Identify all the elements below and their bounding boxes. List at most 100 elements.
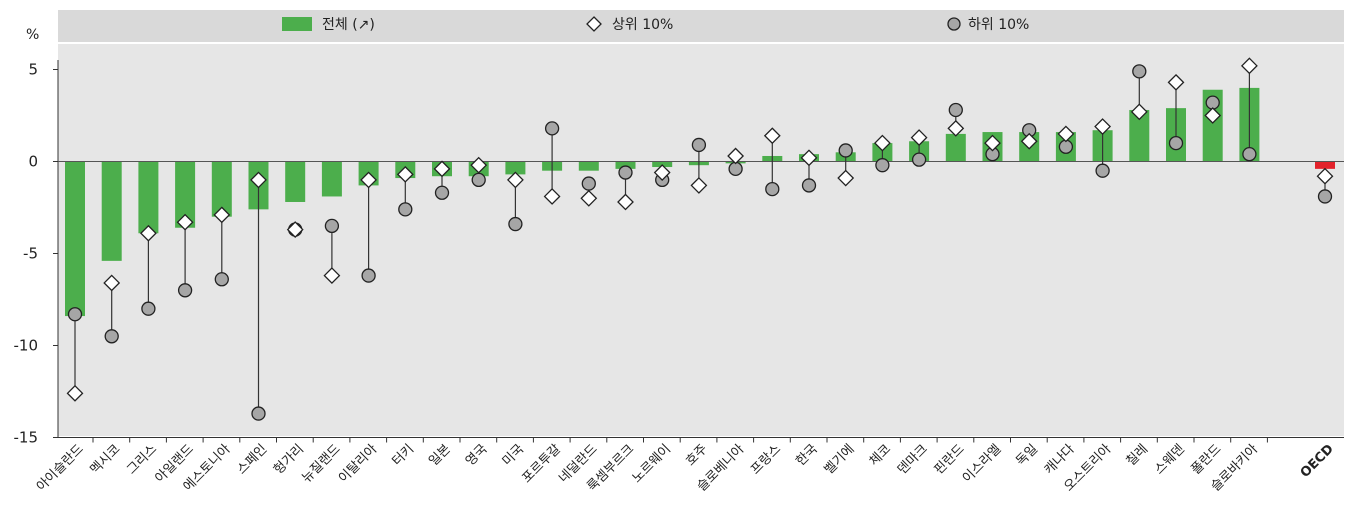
x-tick-label: 이스라엘 [960, 442, 1004, 486]
marker-top10 [250, 171, 267, 189]
marker-bottom10 [508, 216, 523, 232]
bar [578, 161, 599, 171]
marker-top10 [1020, 132, 1038, 150]
legend-swatch-bar [282, 17, 312, 31]
marker-bottom10 [361, 268, 376, 283]
marker-top10 [690, 177, 708, 194]
marker-top10 [617, 193, 634, 211]
x-tick-label: 칠레 [1124, 442, 1152, 470]
marker-top10 [837, 169, 855, 187]
x-tick-label: 덴마크 [895, 442, 931, 478]
x-tick-label: 프랑스 [748, 442, 784, 478]
marker-top10 [727, 147, 745, 165]
marker-top10 [213, 206, 231, 224]
marker-top10 [543, 188, 561, 205]
legend-band [58, 10, 1344, 42]
marker-bottom10 [434, 185, 450, 200]
legend-label-top10: 상위 10% [612, 17, 673, 33]
marker-top10 [396, 165, 414, 183]
legend-diamond-icon [586, 16, 602, 32]
marker-bottom10 [1095, 163, 1110, 178]
marker-top10 [910, 129, 928, 146]
marker-bottom10 [765, 181, 780, 197]
marker-top10 [1316, 167, 1334, 185]
bar [211, 161, 232, 217]
y-tick-label: 0 [28, 153, 38, 171]
marker-bottom10 [251, 406, 266, 421]
y-axis: 5 0 -5 -10 -15 [14, 60, 59, 447]
marker-bottom10 [911, 152, 927, 167]
marker-top10 [103, 274, 121, 292]
marker-bottom10 [581, 176, 596, 191]
x-tick-label: OECD [1298, 442, 1337, 481]
x-tick-label: 한국 [793, 442, 821, 470]
x-tick-label: 미국 [500, 442, 528, 470]
marker-top10 [947, 119, 965, 137]
marker-bottom10 [691, 137, 707, 153]
marker-bottom10 [618, 165, 633, 180]
x-tick-label: 일본 [426, 442, 454, 470]
bar [101, 161, 122, 261]
markers [66, 57, 1334, 421]
marker-bottom10 [948, 102, 963, 118]
marker-bottom10 [838, 143, 853, 158]
bar [505, 161, 526, 175]
marker-bottom10 [67, 307, 83, 322]
marker-top10 [580, 189, 598, 207]
y-tick-label: -15 [14, 429, 39, 447]
plot-panel [58, 44, 1344, 436]
x-tick-label: 노르웨이 [630, 442, 674, 486]
bar [1129, 109, 1150, 162]
marker-top10 [1057, 125, 1075, 143]
y-tick-label: 5 [28, 61, 38, 79]
marker-bottom10 [141, 301, 156, 316]
x-tick-label: 이탈리아 [336, 442, 380, 486]
bar [175, 161, 196, 228]
x-tick-label: 아이슬란드 [34, 442, 87, 495]
marker-top10 [506, 171, 524, 189]
y-tick-label: -5 [23, 245, 38, 263]
y-axis-unit: % [26, 27, 39, 43]
marker-bottom10 [544, 121, 560, 136]
marker-top10 [360, 171, 378, 189]
marker-top10 [433, 160, 451, 178]
marker-top10 [66, 384, 84, 402]
marker-bottom10 [875, 158, 890, 173]
marker-bottom10 [324, 218, 340, 234]
x-tick-label: 뉴질랜드 [299, 442, 343, 486]
x-tick-label: 멕시코 [88, 442, 124, 478]
marker-bottom10 [1168, 135, 1184, 151]
marker-bottom10 [104, 329, 119, 344]
legend-label-bar: 전체 (↗) [322, 17, 375, 33]
marker-bottom10 [471, 172, 486, 188]
x-tick-label: 포르투갈 [519, 442, 563, 486]
marker-bottom10 [398, 202, 413, 217]
bar [1315, 161, 1335, 169]
bar [321, 161, 342, 197]
bar [138, 161, 159, 234]
bar [945, 133, 966, 162]
marker-bottom10 [1242, 146, 1257, 162]
marker-bottom10 [1317, 189, 1333, 204]
marker-bottom10 [1132, 64, 1147, 79]
x-tick-label: 호주 [683, 442, 711, 470]
marker-top10 [323, 267, 341, 284]
y-tick-label: -10 [14, 337, 39, 355]
bar [65, 161, 85, 317]
marker-top10 [873, 134, 891, 152]
x-tick-label: 체코 [867, 442, 895, 470]
marker-bottom10 [214, 272, 229, 287]
x-tick-label: 영국 [463, 442, 491, 470]
bar [285, 161, 306, 202]
marker-top10 [1130, 103, 1148, 121]
marker-top10 [470, 156, 488, 174]
legend-circle-icon [947, 17, 961, 31]
marker-top10 [176, 213, 194, 231]
marker-bottom10 [801, 178, 817, 193]
marker-top10 [1240, 57, 1258, 75]
marker-top10 [800, 149, 818, 167]
x-tick-label: 스페인 [234, 442, 270, 478]
x-tick-label: 터키 [390, 442, 418, 470]
